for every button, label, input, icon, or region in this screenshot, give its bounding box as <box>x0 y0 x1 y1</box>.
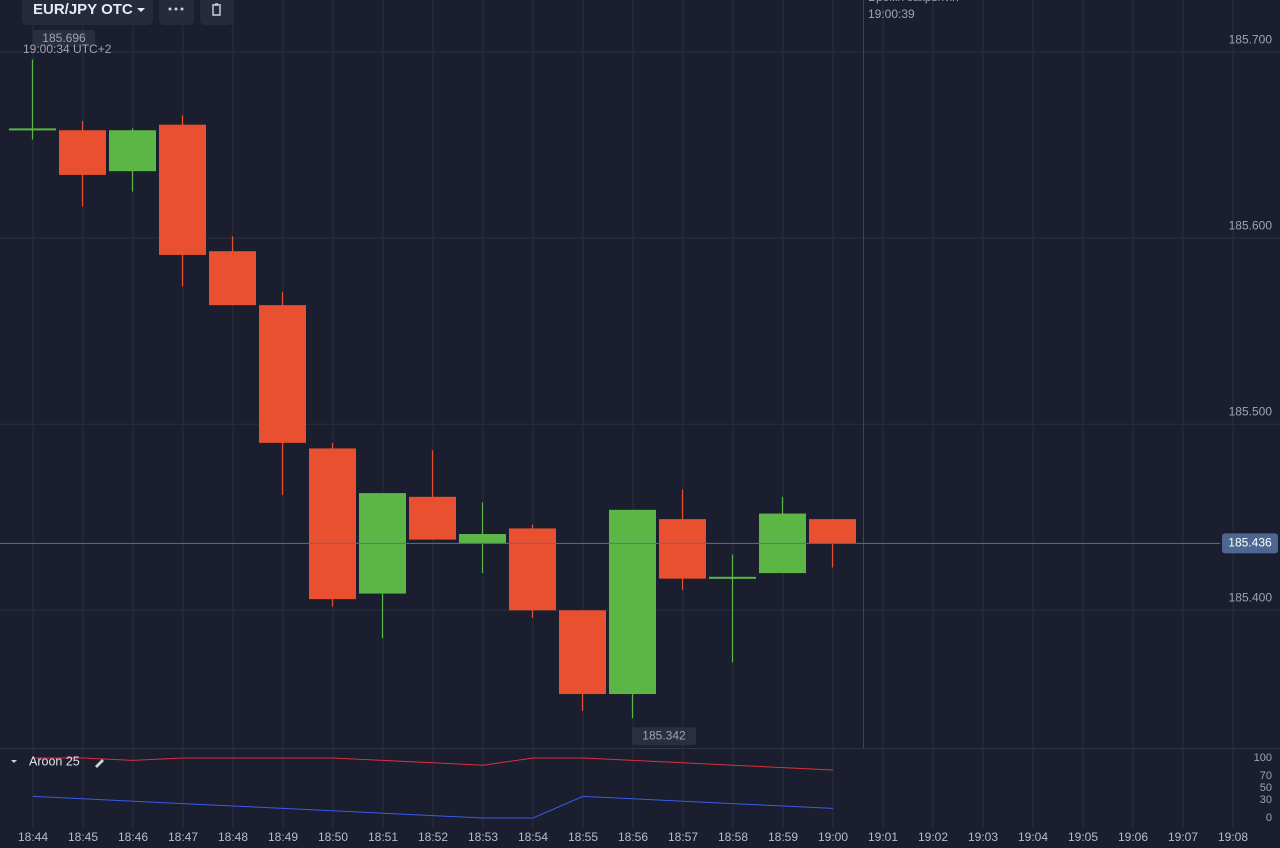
candle-body <box>609 509 656 695</box>
x-tick-label: 18:54 <box>518 830 548 844</box>
x-tick-label: 19:06 <box>1118 830 1148 844</box>
dot <box>174 7 178 11</box>
close-time: 19:00:39 <box>868 7 915 21</box>
x-tick-label: 19:02 <box>918 830 948 844</box>
candle-body <box>659 519 706 579</box>
current-price-bg <box>1222 533 1278 554</box>
x-tick-label: 18:58 <box>718 830 748 844</box>
candle-body <box>709 576 756 579</box>
x-tick-label: 18:56 <box>618 830 648 844</box>
x-tick-label: 18:45 <box>68 830 98 844</box>
x-tick-label: 18:48 <box>218 830 248 844</box>
indicator-tick-label: 50 <box>1260 782 1272 794</box>
close-time-title: Время закрытия <box>868 0 959 4</box>
candle-body <box>109 130 156 172</box>
x-tick-label: 18:50 <box>318 830 348 844</box>
trash-icon <box>212 3 221 16</box>
x-tick-label: 18:44 <box>18 830 48 844</box>
indicator-line <box>33 757 834 771</box>
asset-name: EUR/JPY OTC <box>33 1 133 18</box>
x-tick-label: 18:46 <box>118 830 148 844</box>
y-tick-label: 185.500 <box>1229 404 1273 418</box>
candle-body <box>59 130 106 175</box>
candle-body <box>459 534 506 544</box>
indicator-title: Aroon 25 <box>29 754 80 768</box>
x-tick-label: 18:51 <box>368 830 398 844</box>
candle-body <box>809 519 856 544</box>
time-label: 19:00:34 UTC+2 <box>23 42 112 56</box>
candle-body <box>409 496 456 540</box>
edit-icon[interactable] <box>95 759 104 768</box>
indicator-tick-label: 0 <box>1266 812 1272 824</box>
candle-body <box>309 448 356 600</box>
x-tick-label: 18:55 <box>568 830 598 844</box>
collapse-arrow[interactable] <box>11 760 17 763</box>
candle-body <box>509 528 556 611</box>
asset-selector[interactable] <box>22 0 153 25</box>
current-price-label: 185.436 <box>1228 535 1272 549</box>
dot <box>180 7 184 11</box>
x-tick-label: 19:05 <box>1068 830 1098 844</box>
candle-body <box>159 124 206 255</box>
x-tick-label: 18:49 <box>268 830 298 844</box>
indicator-tick-label: 100 <box>1254 752 1272 764</box>
indicator-tick-label: 70 <box>1260 770 1272 782</box>
candle-body <box>559 610 606 695</box>
high-label-bg <box>33 30 95 47</box>
dropdown-arrow <box>137 8 145 12</box>
x-tick-label: 19:01 <box>868 830 898 844</box>
x-tick-label: 19:00 <box>818 830 848 844</box>
x-tick-label: 18:52 <box>418 830 448 844</box>
candle-body <box>259 305 306 443</box>
x-tick-label: 19:03 <box>968 830 998 844</box>
x-tick-label: 18:53 <box>468 830 498 844</box>
x-tick-label: 18:47 <box>168 830 198 844</box>
x-tick-label: 18:59 <box>768 830 798 844</box>
x-tick-label: 19:08 <box>1218 830 1248 844</box>
y-tick-label: 185.400 <box>1229 590 1273 604</box>
x-tick-label: 19:07 <box>1168 830 1198 844</box>
low-label: 185.342 <box>642 728 686 742</box>
more-button[interactable] <box>159 0 194 25</box>
x-tick-label: 19:04 <box>1018 830 1048 844</box>
low-label-bg <box>632 727 696 746</box>
y-tick-label: 185.600 <box>1229 218 1273 232</box>
candle-body <box>209 251 256 306</box>
high-label: 185.696 <box>42 31 86 45</box>
candle-body <box>9 128 56 131</box>
y-tick-label: 185.700 <box>1229 32 1273 46</box>
delete-button[interactable] <box>200 0 233 25</box>
indicator-line <box>32 795 834 819</box>
x-tick-label: 18:57 <box>668 830 698 844</box>
indicator-tick-label: 30 <box>1260 794 1272 806</box>
dot <box>168 7 172 11</box>
